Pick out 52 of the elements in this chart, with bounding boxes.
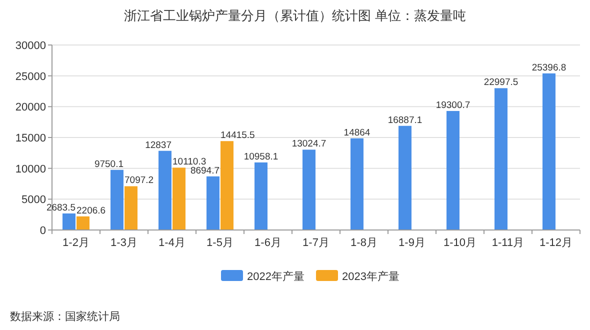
x-tick-label: 1-11月 bbox=[492, 237, 524, 249]
x-tick-label: 1-9月 bbox=[398, 237, 426, 249]
y-tick-label: 10000 bbox=[15, 163, 46, 176]
data-label: 14415.5 bbox=[220, 130, 255, 142]
bar bbox=[494, 88, 508, 230]
data-label: 16887.1 bbox=[388, 114, 422, 126]
y-tick-label: 0 bbox=[40, 225, 46, 237]
x-tick-label: 1-6月 bbox=[254, 237, 282, 249]
bar bbox=[254, 162, 268, 230]
y-tick-label: 15000 bbox=[15, 132, 46, 144]
bar bbox=[62, 213, 76, 230]
y-tick-label: 5000 bbox=[22, 194, 46, 206]
legend-label: 2023年产量 bbox=[342, 270, 400, 283]
data-label: 12837 bbox=[145, 140, 172, 151]
x-tick-label: 1-4月 bbox=[158, 237, 186, 249]
x-tick-label: 1-7月 bbox=[302, 237, 330, 249]
x-tick-label: 1-5月 bbox=[206, 237, 234, 249]
legend-label: 2022年产量 bbox=[247, 270, 304, 283]
data-label: 22997.5 bbox=[484, 77, 518, 88]
x-tick-label: 1-10月 bbox=[443, 237, 477, 249]
data-label: 9750.1 bbox=[94, 158, 124, 170]
bar bbox=[446, 110, 460, 230]
chart-title: 浙江省工业锅炉产量分月（累计值）统计图 单位：蒸发量吨 bbox=[124, 8, 466, 23]
data-label: 2206.6 bbox=[76, 205, 106, 216]
y-tick-label: 20000 bbox=[15, 102, 46, 114]
data-label: 19300.7 bbox=[436, 100, 470, 111]
bar bbox=[110, 170, 124, 230]
y-tick-label: 30000 bbox=[15, 40, 46, 52]
x-tick-label: 1-2月 bbox=[62, 237, 90, 249]
data-label: 8694.7 bbox=[190, 165, 220, 176]
bar bbox=[172, 168, 186, 230]
x-tick-label: 1-8月 bbox=[350, 237, 378, 249]
source-note: 数据来源：国家统计局 bbox=[10, 310, 120, 323]
bar bbox=[398, 126, 412, 230]
data-label: 25396.8 bbox=[532, 62, 566, 74]
y-tick-label: 25000 bbox=[15, 70, 46, 83]
bar bbox=[542, 73, 556, 230]
bar bbox=[220, 141, 234, 230]
bar bbox=[76, 216, 90, 230]
bar bbox=[302, 150, 316, 230]
data-label: 10110.3 bbox=[172, 156, 206, 168]
bar bbox=[158, 150, 172, 230]
data-label: 7097.2 bbox=[124, 175, 154, 186]
data-label: 2683.5 bbox=[46, 202, 76, 214]
bar bbox=[350, 138, 364, 230]
bar bbox=[206, 176, 220, 230]
data-label: 14864 bbox=[344, 127, 370, 138]
data-label: 10958.1 bbox=[244, 151, 278, 162]
data-label: 13024.7 bbox=[292, 138, 326, 150]
bar bbox=[124, 186, 138, 230]
x-tick-label: 1-3月 bbox=[110, 237, 138, 249]
x-tick-label: 1-12月 bbox=[539, 237, 573, 249]
